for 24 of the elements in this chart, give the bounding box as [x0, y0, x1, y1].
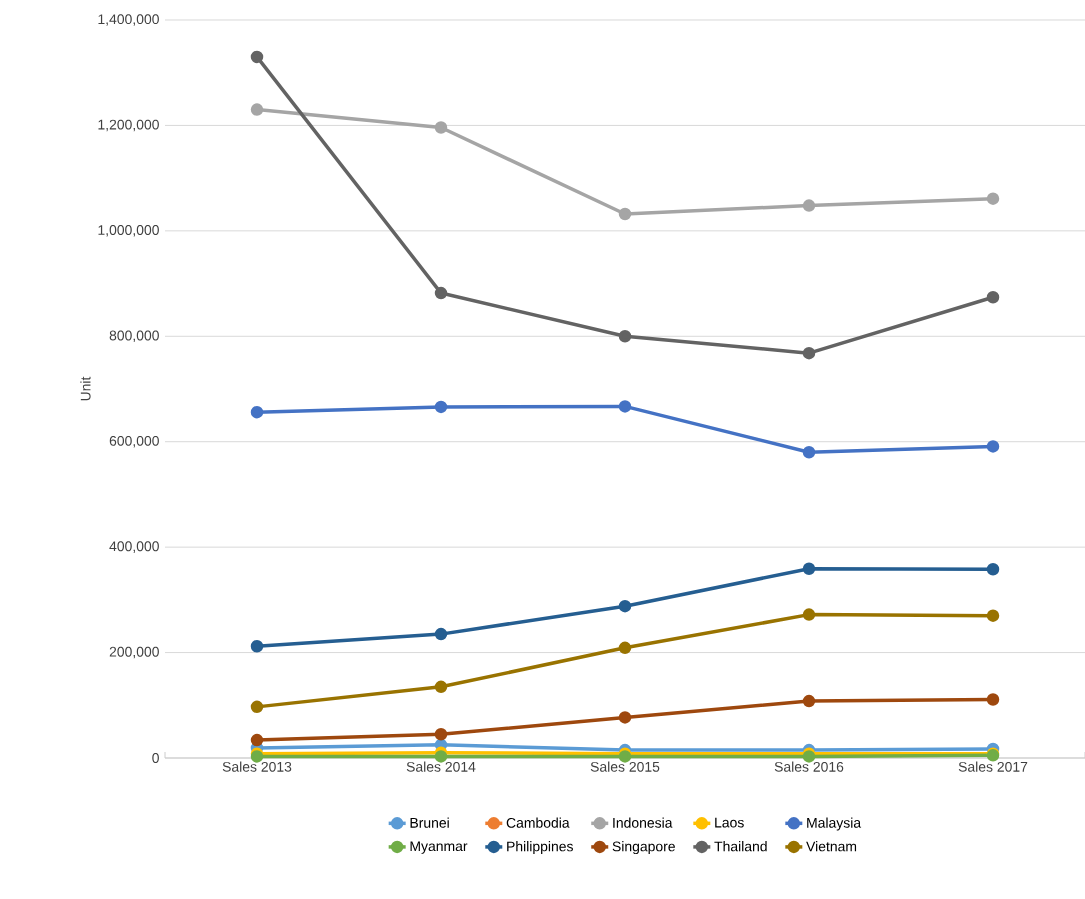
y-axis-title: Unit	[80, 376, 91, 401]
x-tick-label: Sales 2016	[774, 761, 844, 772]
legend-label: Vietnam	[806, 841, 857, 852]
legend-label: Myanmar	[410, 841, 468, 854]
y-tick-label: 0	[152, 753, 159, 763]
y-tick-label: 400,000	[109, 541, 159, 553]
y-tick-label: 200,000	[109, 646, 159, 659]
legend-label: Indonesia	[613, 817, 673, 828]
x-tick-label: Sales 2013	[222, 761, 292, 772]
x-tick-label: Sales 2017	[958, 761, 1028, 772]
x-tick-label: Sales 2014	[406, 761, 476, 772]
y-tick-label: 1,200,000	[98, 119, 159, 132]
legend-label: Singapore	[612, 841, 675, 855]
y-tick-label: 1,000,000	[98, 225, 159, 237]
legend-label: Laos	[715, 817, 744, 828]
y-tick-label: 800,000	[109, 330, 159, 343]
legend-label: Malaysia	[807, 817, 862, 831]
legend-label: Philippines	[507, 841, 573, 855]
legend-label: Brunei	[410, 817, 449, 828]
legend-label: Cambodia	[506, 817, 570, 828]
legend-label: Thailand	[714, 841, 767, 852]
x-tick-label: Sales 2015	[590, 761, 660, 772]
y-tick-label: 1,400,000	[98, 14, 159, 26]
y-tick-label: 600,000	[109, 435, 159, 448]
